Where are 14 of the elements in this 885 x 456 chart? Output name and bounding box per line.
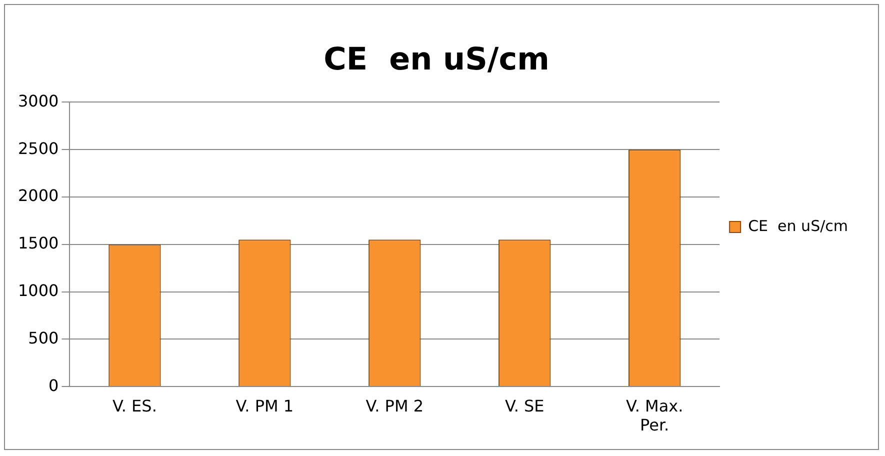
x-tick-label: V. ES. bbox=[112, 396, 157, 416]
y-tick-label: 3000 bbox=[18, 91, 59, 110]
x-tick-label: V. Max. Per. bbox=[626, 396, 684, 435]
y-tick-label: 0 bbox=[48, 376, 59, 395]
y-tick-label: 500 bbox=[28, 328, 59, 348]
y-tick-label: 2000 bbox=[18, 186, 59, 206]
x-tick-label: V. PM 1 bbox=[236, 396, 294, 416]
chart-title: CE en uS/cm bbox=[324, 42, 550, 78]
x-tick-label: V. SE bbox=[504, 396, 544, 416]
y-tick-label: 2500 bbox=[18, 138, 59, 158]
y-tick-label: 1500 bbox=[18, 234, 59, 253]
x-tick-label: V. PM 2 bbox=[366, 396, 424, 416]
y-tick-label: 1000 bbox=[18, 280, 59, 300]
legend-label: CE en uS/cm bbox=[748, 216, 848, 235]
